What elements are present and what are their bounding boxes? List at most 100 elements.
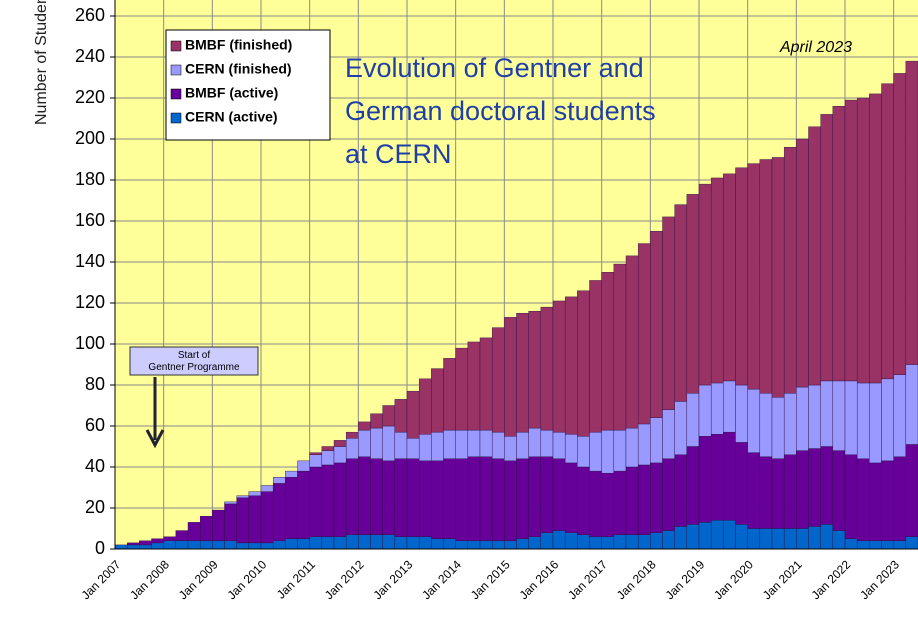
bar-segment bbox=[163, 540, 177, 550]
bar-segment bbox=[832, 530, 846, 550]
bar-segment bbox=[637, 423, 651, 466]
legend-swatch bbox=[170, 88, 182, 100]
x-tick-label: Jan 2011 bbox=[274, 557, 318, 601]
bar-segment bbox=[418, 460, 432, 537]
bar-segment bbox=[467, 456, 481, 542]
bar-segment bbox=[662, 530, 675, 550]
bar-segment bbox=[382, 460, 396, 535]
chart-title: Evolution of Gentner and German doctoral … bbox=[345, 53, 656, 169]
start-annotation: Start of Gentner Programme bbox=[148, 350, 240, 373]
bar-segment bbox=[406, 438, 420, 459]
bar-segment bbox=[345, 438, 359, 459]
bar-segment bbox=[710, 177, 724, 384]
bar-segment bbox=[893, 540, 907, 550]
bar-segment bbox=[272, 540, 286, 550]
bar-segment bbox=[698, 522, 712, 550]
legend-label: BMBF (active) bbox=[185, 85, 278, 101]
bar-segment bbox=[869, 382, 882, 464]
legend-label: CERN (finished) bbox=[185, 61, 292, 77]
bar-segment bbox=[735, 167, 748, 386]
bar-segment bbox=[540, 429, 554, 457]
bar-segment bbox=[601, 472, 615, 537]
bar-segment bbox=[674, 401, 688, 455]
bar-segment bbox=[382, 425, 396, 462]
bar-segment bbox=[528, 456, 542, 537]
bar-segment bbox=[650, 231, 663, 419]
legend-label: CERN (active) bbox=[185, 109, 278, 125]
bar-segment bbox=[321, 464, 335, 537]
bar-segment bbox=[564, 532, 578, 550]
bar-segment bbox=[783, 393, 797, 455]
bar-segment bbox=[224, 501, 237, 505]
bar-segment bbox=[759, 528, 773, 550]
bar-segment bbox=[625, 534, 639, 550]
x-tick-label: Jan 2009 bbox=[176, 557, 221, 602]
bar-segment bbox=[820, 380, 834, 447]
bar-segment bbox=[309, 466, 323, 537]
bar-segment bbox=[625, 466, 639, 535]
bar-segment bbox=[832, 380, 846, 451]
y-tick-label: 180 bbox=[75, 169, 105, 189]
x-tick-label: Jan 2007 bbox=[79, 557, 124, 602]
bar-segment bbox=[905, 536, 918, 550]
bar-segment bbox=[832, 105, 846, 382]
bar-segment bbox=[808, 384, 821, 449]
x-tick-label: Jan 2014 bbox=[419, 557, 464, 602]
bar-segment bbox=[224, 503, 237, 541]
bar-segment bbox=[637, 534, 651, 550]
bar-segment bbox=[504, 317, 517, 437]
bar-segment bbox=[650, 462, 663, 533]
bar-segment bbox=[698, 384, 712, 437]
bar-segment bbox=[796, 528, 809, 550]
arrow-head bbox=[145, 429, 165, 449]
bar-segment bbox=[735, 524, 748, 550]
bar-segment bbox=[747, 388, 761, 453]
bar-segment bbox=[431, 460, 444, 539]
bar-segment bbox=[540, 306, 554, 431]
bar-segment bbox=[796, 450, 809, 529]
y-tick-label: 260 bbox=[75, 5, 105, 25]
bar-segment bbox=[771, 458, 785, 529]
bar-segment bbox=[832, 450, 846, 531]
bar-segment bbox=[297, 538, 310, 550]
bar-segment bbox=[309, 536, 323, 550]
bar-segment bbox=[139, 544, 152, 550]
bar-segment bbox=[504, 436, 517, 462]
y-axis-label: Number of Studen bbox=[33, 0, 50, 125]
bar-segment bbox=[710, 520, 724, 550]
bar-segment bbox=[735, 442, 748, 525]
bar-segment bbox=[382, 405, 396, 427]
bar-segment bbox=[224, 540, 237, 550]
bar-segment bbox=[747, 452, 761, 529]
bar-segment bbox=[382, 534, 396, 550]
bar-segment bbox=[820, 524, 834, 550]
bar-segment bbox=[479, 429, 493, 457]
bar-segment bbox=[309, 452, 323, 455]
bar-segment bbox=[601, 429, 615, 474]
bar-segment bbox=[552, 431, 566, 459]
bar-segment bbox=[199, 516, 213, 542]
bar-segment bbox=[236, 497, 250, 544]
bar-segment bbox=[516, 458, 529, 539]
bar-segment bbox=[443, 538, 456, 550]
x-tick-label: Jan 2019 bbox=[663, 557, 708, 602]
bar-segment bbox=[455, 429, 469, 460]
bar-segment bbox=[601, 536, 615, 550]
bar-segment bbox=[601, 272, 615, 431]
bar-segment bbox=[844, 538, 858, 550]
y-tick-label: 100 bbox=[75, 333, 105, 353]
bar-segment bbox=[759, 456, 773, 529]
bar-segment bbox=[662, 458, 675, 531]
bar-segment bbox=[881, 378, 894, 462]
bar-segment bbox=[358, 429, 371, 457]
bar-segment bbox=[552, 530, 566, 550]
bar-segment bbox=[893, 73, 907, 375]
bar-segment bbox=[491, 327, 505, 433]
bar-segment bbox=[881, 460, 894, 542]
bar-segment bbox=[345, 431, 359, 439]
bar-segment bbox=[175, 530, 189, 541]
start-box bbox=[129, 346, 259, 376]
bar-segment bbox=[808, 448, 821, 527]
bar-segment bbox=[285, 470, 298, 478]
bar-segment bbox=[796, 386, 809, 451]
